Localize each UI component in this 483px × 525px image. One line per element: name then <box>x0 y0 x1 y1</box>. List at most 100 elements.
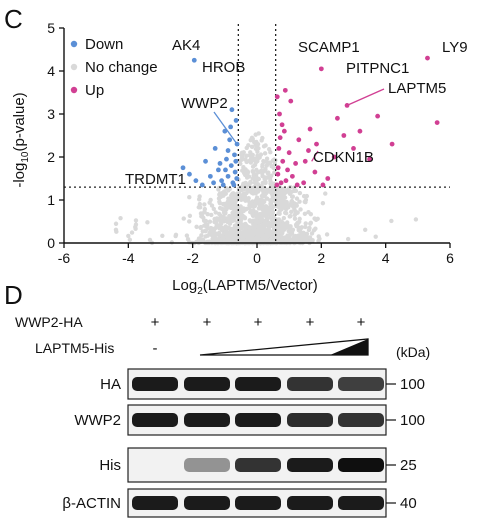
no-change-point <box>196 197 202 202</box>
no-change-point <box>133 226 138 231</box>
no-change-point <box>302 211 308 216</box>
no-change-point <box>257 233 262 238</box>
no-change-point <box>216 230 222 236</box>
up-point <box>283 178 289 184</box>
no-change-point <box>252 224 257 229</box>
no-change-point <box>280 235 285 240</box>
up-point <box>367 156 372 162</box>
down-point <box>233 158 239 164</box>
no-change-point <box>203 222 209 227</box>
no-change-point <box>216 185 222 191</box>
no-change-point <box>280 229 285 235</box>
no-change-point <box>205 211 210 217</box>
band <box>132 377 178 391</box>
no-change-point <box>287 191 293 197</box>
down-point <box>228 124 234 130</box>
no-change-point <box>253 159 259 165</box>
down-point <box>234 176 240 181</box>
wwp2-mark-3: + <box>254 314 263 331</box>
up-point <box>325 176 331 181</box>
no-change-point <box>250 164 256 169</box>
down-point <box>216 167 221 173</box>
no-change-point <box>266 223 271 228</box>
no-change-point <box>238 206 243 211</box>
plot-axes: -6 -4 -2 0 2 4 6 0 1 2 3 4 5 <box>47 20 454 266</box>
annotation-leader <box>311 150 319 162</box>
no-change-point <box>291 204 297 210</box>
band <box>287 377 333 391</box>
no-change-point <box>250 176 255 181</box>
no-change-point <box>231 191 236 196</box>
western-blots: HA 100 WWP2 100 His 25 β-ACTIN 40 <box>62 368 425 518</box>
no-change-point <box>220 190 225 196</box>
up-point <box>294 182 300 188</box>
no-change-point <box>280 191 286 196</box>
blot-label: HA <box>100 376 121 393</box>
no-change-point <box>269 164 274 169</box>
annotation-leader <box>346 88 385 106</box>
no-change-point <box>255 182 261 187</box>
band <box>338 377 384 391</box>
gene-label: SCAMP1 <box>298 39 360 56</box>
band <box>235 458 281 472</box>
no-change-point <box>263 204 269 209</box>
no-change-point <box>245 182 250 187</box>
no-change-point <box>267 176 273 181</box>
up-point <box>274 182 280 188</box>
x-tick-label: 4 <box>382 250 390 266</box>
up-point <box>289 173 295 179</box>
up-point <box>277 111 282 117</box>
band <box>132 496 178 510</box>
no-change-point <box>286 228 291 234</box>
no-change-point <box>256 197 262 203</box>
no-change-point <box>263 227 268 233</box>
no-change-point <box>209 203 215 208</box>
no-change-point <box>308 220 314 226</box>
down-point <box>223 167 228 173</box>
no-change-point <box>217 226 222 231</box>
no-change-point <box>250 169 255 174</box>
down-point <box>211 180 216 186</box>
no-change-point <box>297 234 302 240</box>
no-change-point <box>260 164 265 169</box>
no-change-point <box>133 218 139 223</box>
no-change-point <box>260 198 266 203</box>
down-point <box>219 178 225 184</box>
no-change-point <box>224 234 229 239</box>
no-change-point <box>266 170 271 175</box>
no-change-point <box>248 203 254 209</box>
no-change-point <box>160 233 165 238</box>
no-change-point <box>217 201 223 206</box>
no-change-point <box>239 150 245 156</box>
significant-points <box>180 55 440 188</box>
no-change-point <box>231 210 236 216</box>
no-change-point <box>207 219 213 224</box>
y-tick-label: 3 <box>47 106 55 122</box>
blot-ha: HA 100 <box>100 368 425 400</box>
no-change-point <box>241 191 247 196</box>
no-change-point <box>302 199 307 204</box>
kda-label: (kDa) <box>396 344 430 360</box>
no-change-point <box>255 153 260 159</box>
no-change-point <box>244 223 249 228</box>
y-tick-label: 4 <box>47 63 55 79</box>
x-tick-label: 0 <box>253 250 261 266</box>
band <box>184 377 230 391</box>
band <box>235 496 281 510</box>
down-point <box>224 156 229 162</box>
no-change-point <box>301 236 306 241</box>
no-change-point <box>261 188 267 193</box>
no-change-point <box>214 216 220 221</box>
no-change-point <box>316 234 321 239</box>
no-change-point <box>237 238 243 244</box>
up-point <box>320 182 326 188</box>
no-change-point <box>213 219 218 225</box>
up-point <box>351 146 356 151</box>
no-change-point <box>202 209 207 215</box>
band <box>287 458 333 472</box>
y-tick-label: 1 <box>47 192 55 208</box>
no-change-point <box>270 204 276 210</box>
down-point <box>225 173 231 179</box>
